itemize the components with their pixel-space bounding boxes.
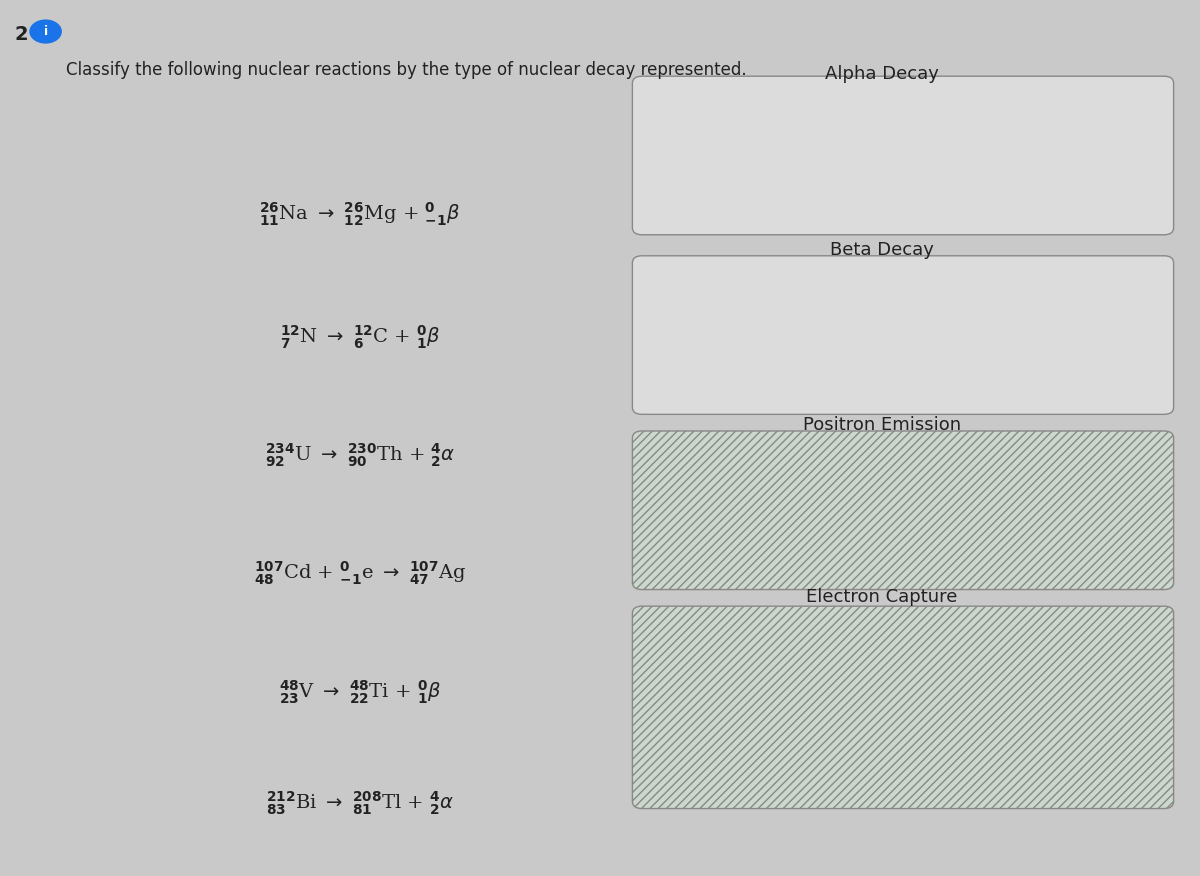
FancyBboxPatch shape [632,431,1174,590]
Text: Classify the following nuclear reactions by the type of nuclear decay represente: Classify the following nuclear reactions… [66,61,746,80]
Circle shape [30,20,61,43]
Text: $\mathbf{^{212}_{83}}$Bi $\rightarrow$ $\mathbf{^{208}_{81}}$Tl + $\mathbf{^{4}_: $\mathbf{^{212}_{83}}$Bi $\rightarrow$ $… [266,789,454,817]
FancyBboxPatch shape [632,256,1174,414]
Text: $\mathbf{^{234}_{92}}$U $\rightarrow$ $\mathbf{^{230}_{90}}$Th + $\mathbf{^{4}_{: $\mathbf{^{234}_{92}}$U $\rightarrow$ $\… [265,442,455,470]
Text: $\mathbf{^{26}_{11}}$Na $\rightarrow$ $\mathbf{^{26}_{12}}$Mg + $\mathbf{^{0}_{-: $\mathbf{^{26}_{11}}$Na $\rightarrow$ $\… [259,201,461,229]
Text: Beta Decay: Beta Decay [830,241,934,258]
Text: Electron Capture: Electron Capture [806,589,958,606]
FancyBboxPatch shape [632,76,1174,235]
FancyBboxPatch shape [632,606,1174,809]
Text: Positron Emission: Positron Emission [803,416,961,434]
Text: $\mathbf{^{12}_{7}}$N $\rightarrow$ $\mathbf{^{12}_{6}}$C + $\mathbf{^{0}_{1}}\b: $\mathbf{^{12}_{7}}$N $\rightarrow$ $\ma… [280,323,440,351]
Text: i: i [43,25,48,38]
Text: $\mathbf{^{48}_{23}}$V $\rightarrow$ $\mathbf{^{48}_{22}}$Ti + $\mathbf{^{0}_{1}: $\mathbf{^{48}_{23}}$V $\rightarrow$ $\m… [280,678,440,706]
Text: $\mathbf{^{107}_{48}}$Cd + $\mathbf{^{0}_{-1}}$e $\rightarrow$ $\mathbf{^{107}_{: $\mathbf{^{107}_{48}}$Cd + $\mathbf{^{0}… [254,560,466,588]
Text: Alpha Decay: Alpha Decay [826,66,938,83]
Text: 2: 2 [14,25,28,44]
